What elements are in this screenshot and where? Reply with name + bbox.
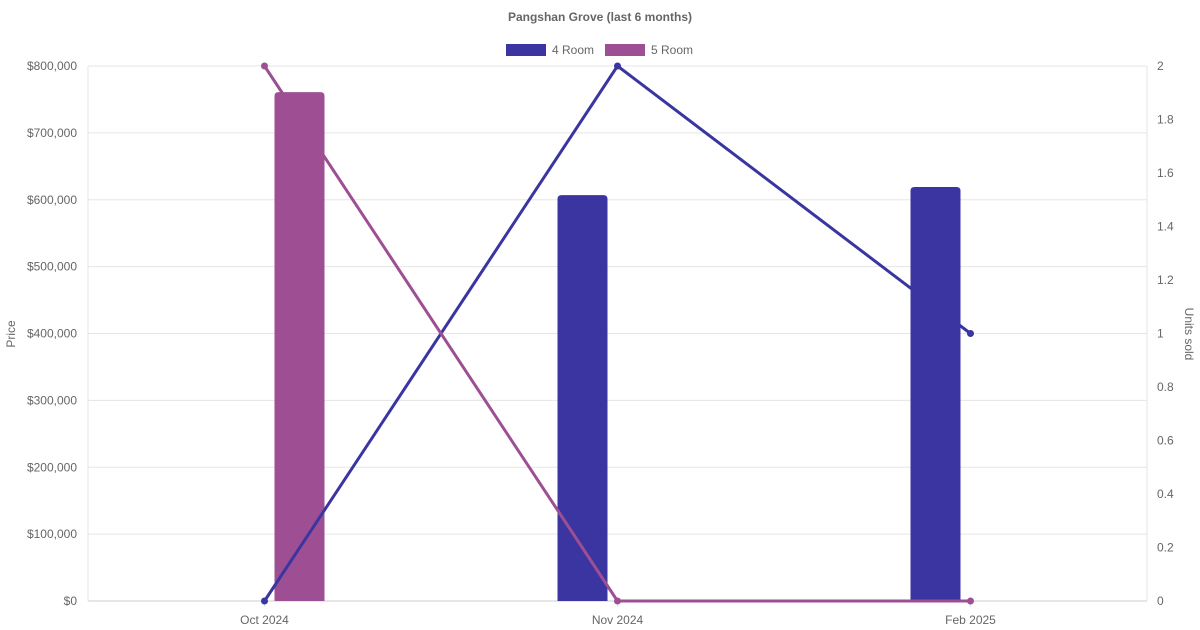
right-tick-label: 1.6 xyxy=(1157,166,1174,180)
point-4-room[interactable] xyxy=(614,62,621,70)
left-tick-label: $700,000 xyxy=(27,126,77,140)
legend[interactable]: 4 Room 5 Room xyxy=(506,43,693,57)
point-4-room[interactable] xyxy=(967,330,974,337)
legend-item-4-room[interactable]: 4 Room xyxy=(506,43,594,57)
point-5-room[interactable] xyxy=(614,597,621,605)
x-tick-label: Oct 2024 xyxy=(240,613,289,627)
point-5-room[interactable] xyxy=(967,597,974,605)
legend-swatch-4-room xyxy=(506,44,546,56)
right-tick-label: 0.4 xyxy=(1157,487,1174,501)
right-axis-title: Units sold xyxy=(1182,308,1196,361)
left-axis-ticks: $0 $100,000 $200,000 $300,000 $400,000 $500,0… xyxy=(27,59,77,608)
left-tick-label: $500,000 xyxy=(27,260,77,274)
chart-title: Pangshan Grove (last 6 months) xyxy=(508,10,692,24)
right-axis-ticks: 0 0.2 0.4 0.6 0.8 1 1.2 1.4 1.6 1.8 2 xyxy=(1157,59,1174,608)
left-axis-title: Price xyxy=(4,320,18,348)
left-tick-label: $200,000 xyxy=(27,460,77,474)
lines xyxy=(261,62,974,605)
right-tick-label: 1.8 xyxy=(1157,113,1174,127)
x-axis-ticks: Oct 2024 Nov 2024 Feb 2025 xyxy=(240,601,996,627)
legend-item-5-room[interactable]: 5 Room xyxy=(605,43,693,57)
right-tick-label: 2 xyxy=(1157,59,1164,73)
bar-4-room[interactable] xyxy=(557,195,608,601)
right-tick-label: 1.4 xyxy=(1157,220,1174,234)
point-5-room[interactable] xyxy=(261,62,268,70)
left-tick-label: $300,000 xyxy=(27,393,77,407)
bar-4-room[interactable] xyxy=(910,187,961,601)
left-tick-label: $400,000 xyxy=(27,327,77,341)
left-tick-label: $800,000 xyxy=(27,59,77,73)
point-4-room[interactable] xyxy=(261,597,268,605)
right-tick-label: 1.2 xyxy=(1157,273,1174,287)
right-tick-label: 0.8 xyxy=(1157,380,1174,394)
left-tick-label: $600,000 xyxy=(27,193,77,207)
legend-label-4-room: 4 Room xyxy=(552,43,594,57)
right-tick-label: 0.2 xyxy=(1157,541,1174,555)
legend-label-5-room: 5 Room xyxy=(651,43,693,57)
legend-swatch-5-room xyxy=(605,44,645,56)
bar-5-room[interactable] xyxy=(274,92,325,602)
right-tick-label: 1 xyxy=(1157,327,1164,341)
right-tick-label: 0.6 xyxy=(1157,434,1174,448)
bars xyxy=(274,92,961,602)
left-tick-label: $100,000 xyxy=(27,527,77,541)
right-tick-label: 0 xyxy=(1157,594,1164,608)
left-tick-label: $0 xyxy=(64,594,78,608)
gridlines xyxy=(87,65,1148,602)
x-tick-label: Nov 2024 xyxy=(592,613,644,627)
x-tick-label: Feb 2025 xyxy=(945,613,996,627)
